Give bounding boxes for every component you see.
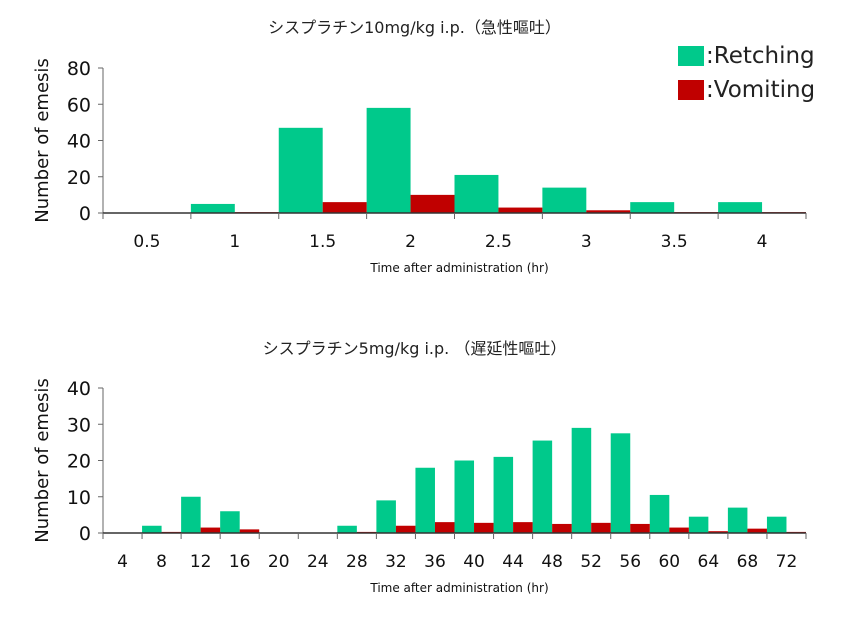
chart1-bar-retching <box>366 107 411 213</box>
chart1-y-tick-label: 80 <box>67 58 91 80</box>
chart2-x-tick-label: 36 <box>424 552 446 572</box>
chart2-bar-retching <box>571 427 592 533</box>
chart2-bar-vomiting <box>200 527 221 533</box>
retching-swatch <box>678 46 704 66</box>
chart2-y-tick-label: 40 <box>67 378 91 400</box>
chart1-x-tick-label: 2.5 <box>485 232 512 252</box>
chart1-bar-vomiting <box>586 210 631 213</box>
chart2-bar-vomiting <box>395 525 416 533</box>
chart2-x-tick-label: 68 <box>737 552 759 572</box>
chart2-bar-vomiting <box>708 531 728 533</box>
chart2-bar-retching <box>532 440 553 533</box>
vomiting-swatch <box>678 80 704 100</box>
chart1-x-tick-label: 3.5 <box>661 232 688 252</box>
chart2-x-tick-label: 4 <box>117 552 128 572</box>
chart2-bar-retching <box>766 516 787 533</box>
chart2-x-tick-label: 24 <box>307 552 329 572</box>
chart1-bar-retching <box>278 127 323 213</box>
chart1-x-tick-label: 2 <box>405 232 416 252</box>
chart2-x-tick-label: 52 <box>580 552 602 572</box>
chart1-bar-vomiting <box>498 207 543 213</box>
chart2-x-tick-label: 44 <box>502 552 524 572</box>
chart2-bar-vomiting <box>239 529 260 533</box>
chart1-y-tick-label: 40 <box>67 131 91 153</box>
chart2-bar-vomiting <box>747 528 767 533</box>
chart1-y-tick-label: 20 <box>67 167 91 189</box>
chart2-y-tick-label: 20 <box>67 451 91 473</box>
chart2-title: シスプラチン5mg/kg i.p. （遅延性嘔吐） <box>263 339 567 358</box>
chart1-x-tick-label: 1 <box>229 232 240 252</box>
chart2-bar-vomiting <box>630 523 650 533</box>
chart1-bar-retching <box>718 202 763 213</box>
chart2-y-tick-label: 10 <box>67 487 91 509</box>
chart2-bar-retching <box>610 433 631 533</box>
chart2-bar-vomiting <box>591 522 611 533</box>
chart1-x-tick-label: 3 <box>581 232 592 252</box>
chart1-y-tick-label: 0 <box>79 203 91 225</box>
chart2-bar-retching <box>220 511 240 533</box>
chart2-bar-vomiting <box>474 522 494 533</box>
legend-item-retching: :Retching <box>678 42 858 76</box>
chart1-bar-retching <box>630 202 675 213</box>
chart2-bar-retching <box>649 494 670 533</box>
chart2-x-tick-label: 28 <box>346 552 368 572</box>
chart2-bar-retching <box>454 460 475 533</box>
chart1-bar-vomiting <box>410 194 455 213</box>
chart1-bar-retching <box>542 187 587 213</box>
chart1-bar-retching <box>454 174 499 213</box>
chart2-bar-retching <box>181 496 201 533</box>
chart2-x-tick-label: 56 <box>619 552 641 572</box>
chart1-x-tick-label: 0.5 <box>133 232 160 252</box>
chart2-x-tick-label: 64 <box>698 552 720 572</box>
chart2-x-tick-label: 72 <box>776 552 798 572</box>
chart1-bar-retching <box>190 203 235 213</box>
chart2-x-tick-label: 40 <box>463 552 485 572</box>
chart2-y-tick-label: 30 <box>67 414 91 436</box>
chart1-x-tick-label: 1.5 <box>309 232 336 252</box>
chart2-x-tick-label: 48 <box>541 552 563 572</box>
chart2-bar-vomiting <box>669 527 689 533</box>
chart1-bar-vomiting <box>322 202 367 213</box>
chart2-x-tick-label: 20 <box>268 552 290 572</box>
legend-item-vomiting: :Vomiting <box>678 76 858 110</box>
chart2-bar-vomiting <box>552 523 572 533</box>
chart1-title: シスプラチン10mg/kg i.p.（急性嘔吐） <box>268 18 561 37</box>
chart2-bar-retching <box>493 456 514 533</box>
chart2-bar-retching <box>688 516 709 533</box>
chart2-x-tick-label: 60 <box>658 552 680 572</box>
vomiting-legend-label: :Vomiting <box>706 77 816 103</box>
chart2-bar-retching <box>142 525 162 533</box>
chart1-x-tick-label: 4 <box>757 232 768 252</box>
chart1-y-axis-label: Number of emesis <box>32 58 53 223</box>
retching-legend-label: :Retching <box>706 43 815 69</box>
chart2-y-axis-label: Number of emesis <box>32 378 53 543</box>
chart2-bar-vomiting <box>434 522 455 533</box>
chart2-x-tick-label: 8 <box>156 552 167 572</box>
chart2-bar-retching <box>415 467 435 533</box>
chart2-bar-retching <box>337 525 357 533</box>
chart2-bar-vomiting <box>513 522 533 533</box>
chart2-x-axis-label: Time after administration (hr) <box>369 581 548 595</box>
chart2-bar-retching <box>727 507 748 533</box>
chart1-y-tick-label: 60 <box>67 94 91 116</box>
chart2-x-tick-label: 16 <box>229 552 251 572</box>
chart2-x-tick-label: 12 <box>190 552 212 572</box>
chart2-y-tick-label: 0 <box>79 523 91 545</box>
chart2-bar-retching <box>376 500 396 533</box>
chart1-x-axis-label: Time after administration (hr) <box>369 261 548 275</box>
legend: :Retching :Vomiting <box>678 42 858 106</box>
chart2-x-tick-label: 32 <box>385 552 407 572</box>
